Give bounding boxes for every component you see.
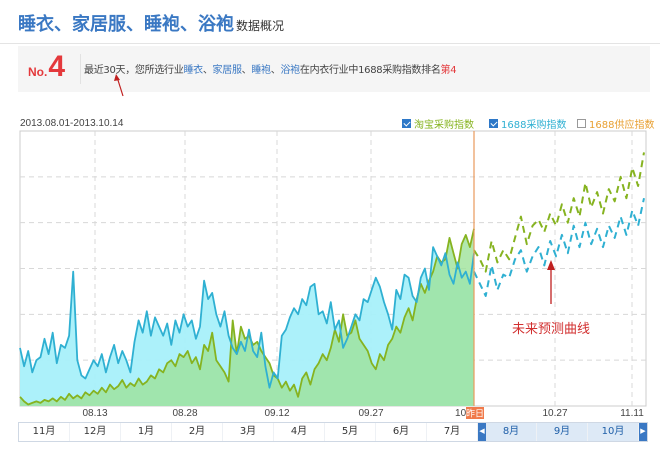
timeline-scrubber[interactable]: 11月 12月 1月 2月 3月 4月 5月 6月 7月 ◀ 8月 9月 10月 ▶ — [18, 422, 648, 442]
forecast-arrow-up-icon — [547, 260, 555, 270]
x-tick-label: 11.11 — [620, 408, 644, 419]
cat-link-3[interactable]: 睡袍 — [251, 65, 271, 76]
checkbox-icon[interactable] — [577, 119, 586, 128]
legend-item-1688-supply[interactable]: 1688供应指数 — [577, 116, 654, 131]
rank-text-mid: 在内衣行业中1688采购指数排名 — [299, 65, 441, 76]
annotation-arrow-up-icon — [114, 74, 124, 97]
rank-summary: No.4 最近30天，您所选行业睡衣、家居服、睡袍、浴袍在内衣行业中1688采购… — [18, 46, 650, 92]
rank-text: 最近30天，您所选行业睡衣、家居服、睡袍、浴袍在内衣行业中1688采购指数排名第… — [84, 65, 457, 76]
legend-item-taobao[interactable]: 淘宝采购指数 — [402, 116, 474, 131]
checkbox-icon[interactable] — [402, 119, 411, 128]
timeline-month[interactable]: 3月 — [223, 423, 274, 441]
cat-link-2[interactable]: 家居服 — [212, 65, 242, 76]
category-title: 睡衣、家居服、睡袍、浴袍 — [18, 14, 234, 35]
timeline-month[interactable]: 5月 — [325, 423, 376, 441]
today-badge-bg — [466, 407, 484, 419]
today-badge-label: 昨日 — [466, 408, 484, 420]
date-range: 2013.08.01-2013.10.14 — [20, 118, 124, 129]
timeline-month[interactable]: 4月 — [274, 423, 325, 441]
timeline-month[interactable]: 10月 — [588, 423, 639, 441]
area-fill-taobao — [20, 228, 474, 406]
range-handle-right[interactable]: ▶ — [639, 423, 647, 441]
rank-value: 第4 — [440, 65, 457, 76]
forecast-annotation: 未来预测曲线 — [512, 322, 591, 337]
timeline-month[interactable]: 1月 — [121, 423, 172, 441]
timeline-month[interactable]: 2月 — [172, 423, 223, 441]
cat-link-1[interactable]: 睡衣 — [183, 65, 203, 76]
x-tick-label: 10.27 — [542, 408, 567, 419]
x-tick-label: 09.27 — [358, 408, 383, 419]
legend-label: 淘宝采购指数 — [414, 120, 474, 131]
rank-no-label: No. — [28, 65, 48, 79]
divider — [80, 54, 81, 84]
timeline-month[interactable]: 8月 — [486, 423, 537, 441]
checkbox-icon[interactable] — [489, 119, 498, 128]
timeline-month[interactable]: 7月 — [427, 423, 478, 441]
x-tick-label: 08.28 — [172, 408, 197, 419]
forecast-line-1688 — [473, 197, 645, 297]
page-title: 睡衣、家居服、睡袍、浴袍 数据概况 — [18, 10, 284, 36]
rank-number: 4 — [48, 50, 66, 83]
timeline-month[interactable]: 12月 — [70, 423, 121, 441]
timeline-month[interactable]: 6月 — [376, 423, 427, 441]
legend-label: 1688供应指数 — [589, 120, 655, 131]
timeline-month[interactable]: 9月 — [537, 423, 588, 441]
legend-item-1688-purchase[interactable]: 1688采购指数 — [489, 116, 566, 131]
series-line-1688 — [19, 246, 475, 389]
rank-text-prefix: 最近30天，您所选行业 — [84, 65, 184, 76]
forecast-line-taobao — [473, 152, 645, 273]
x-tick-label: 09.12 — [264, 408, 289, 419]
rank-badge: No.4 — [28, 50, 65, 84]
legend-label: 1688采购指数 — [501, 120, 567, 131]
timeline-month[interactable]: 11月 — [19, 423, 70, 441]
cat-link-4[interactable]: 浴袍 — [280, 65, 300, 76]
title-suffix: 数据概况 — [236, 19, 285, 33]
range-handle-left[interactable]: ◀ — [478, 423, 486, 441]
x-tick-label: 10. — [455, 408, 469, 419]
x-tick-label: 08.13 — [82, 408, 107, 419]
header: 睡衣、家居服、睡袍、浴袍 数据概况 — [0, 0, 660, 44]
